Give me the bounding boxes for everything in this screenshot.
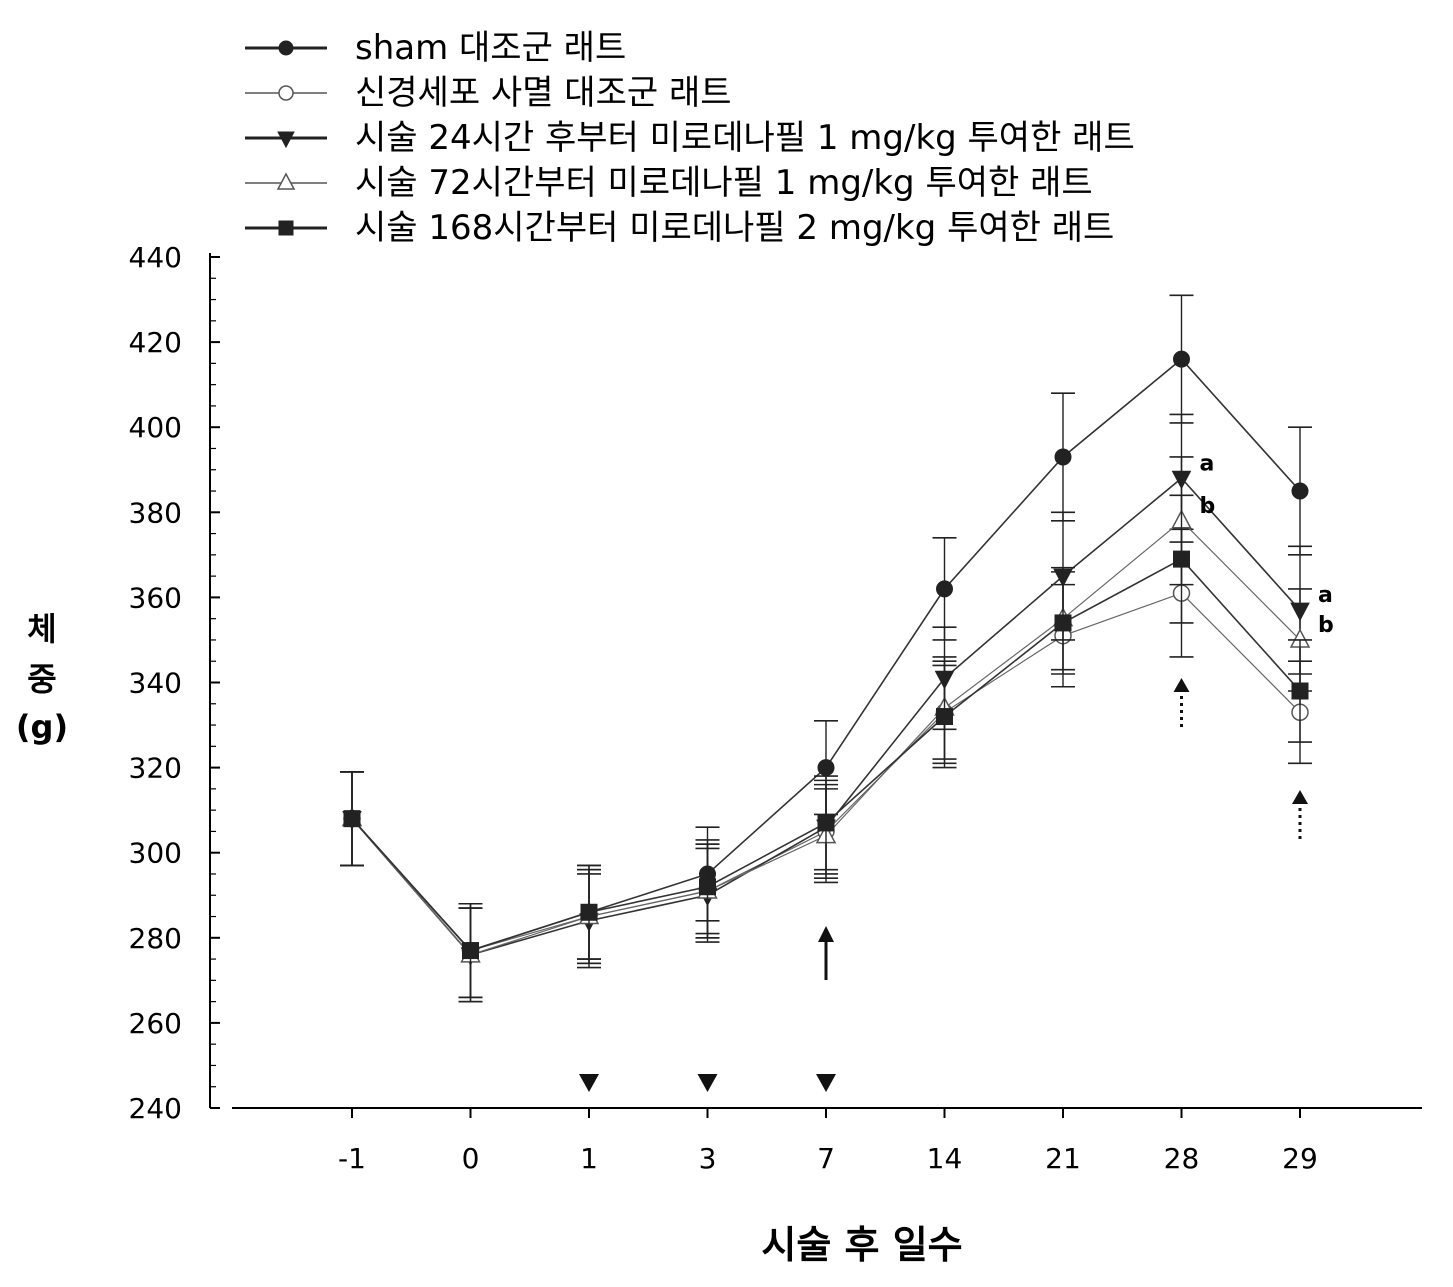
data-point [818,760,834,776]
legend-item: 시술 72시간부터 미로데나필 1 mg/kg 투여한 래트 [245,163,1093,203]
dotted-arrow-icon [1292,790,1308,840]
legend-marker-icon [279,41,293,55]
legend: sham 대조군 래트신경세포 사멸 대조군 래트시술 24시간 후부터 미로데… [245,28,1135,248]
legend-label: sham 대조군 래트 [355,28,626,68]
y-tick-label: 400 [129,411,182,444]
solid-arrow-icon [818,926,834,980]
legend-marker-icon [279,221,293,235]
legend-item: 신경세포 사멸 대조군 래트 [245,73,732,113]
y-tick-label: 260 [129,1007,182,1040]
y-tick-label: 320 [129,752,182,785]
x-tick-label: 29 [1282,1142,1318,1175]
annotation-layer: abab [579,451,1334,1092]
x-tick-label: 28 [1164,1142,1200,1175]
dosing-marker-icon [579,1074,599,1092]
y-tick-label: 380 [129,496,182,529]
legend-item: sham 대조군 래트 [245,28,626,68]
legend-marker-icon [279,86,293,100]
y-tick-label: 240 [129,1092,182,1125]
y-tick-label: 440 [129,241,182,274]
data-point [1292,483,1308,499]
data-point [1174,551,1190,567]
data-point [581,904,597,920]
y-tick-label: 280 [129,922,182,955]
series-line [352,478,1300,955]
y-tick-label: 420 [129,326,182,359]
y-tick-label: 340 [129,667,182,700]
axes: 240260280300320340360380400420440-101371… [129,241,1422,1175]
x-tick-label: 3 [699,1142,717,1175]
series [340,295,1312,997]
data-point [1174,351,1190,367]
y-axis-label-line: (g) [16,708,68,746]
y-tick-label: 300 [129,837,182,870]
data-point [937,709,953,725]
x-tick-label: 0 [462,1142,480,1175]
data-point [937,581,953,597]
x-tick-label: 14 [927,1142,963,1175]
y-tick-label: 360 [129,581,182,614]
x-tick-label: 21 [1045,1142,1081,1175]
significance-letter: b [1200,494,1216,519]
x-tick-label: -1 [338,1142,366,1175]
legend-label: 신경세포 사멸 대조군 래트 [355,73,732,113]
significance-letter: a [1318,583,1333,608]
data-point [1055,615,1071,631]
legend-item: 시술 24시간 후부터 미로데나필 1 mg/kg 투여한 래트 [245,118,1135,158]
body-weight-chart: sham 대조군 래트신경세포 사멸 대조군 래트시술 24시간 후부터 미로데… [0,0,1453,1287]
significance-letter: a [1200,451,1215,476]
data-point [700,879,716,895]
legend-label: 시술 24시간 후부터 미로데나필 1 mg/kg 투여한 래트 [355,118,1135,158]
x-tick-label: 1 [580,1142,598,1175]
series-layer [340,295,1312,1001]
dotted-arrow-icon [1174,678,1190,728]
series [340,414,1312,1001]
data-point [1292,683,1308,699]
data-point [1055,449,1071,465]
legend-marker-icon [278,174,294,189]
dosing-marker-icon [816,1074,836,1092]
legend-label: 시술 72시간부터 미로데나필 1 mg/kg 투여한 래트 [355,163,1093,203]
dosing-marker-icon [698,1074,718,1092]
y-axis-label-line: 체 [27,610,56,648]
data-point [463,943,479,959]
x-tick-label: 7 [817,1142,835,1175]
y-axis-label-line: 중 [27,660,56,698]
y-axis-label: 체중 (g) [16,610,68,746]
data-point [818,815,834,831]
data-point [344,811,360,827]
x-axis-label: 시술 후 일수 [761,1223,962,1267]
significance-letter: b [1318,613,1334,638]
legend-item: 시술 168시간부터 미로데나필 2 mg/kg 투여한 래트 [245,208,1114,248]
legend-label: 시술 168시간부터 미로데나필 2 mg/kg 투여한 래트 [355,208,1114,248]
